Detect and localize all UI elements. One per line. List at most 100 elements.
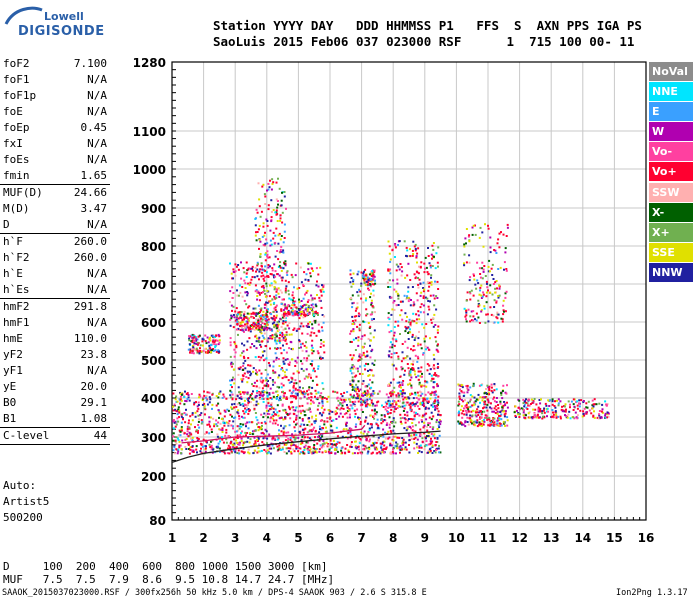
echo-point — [600, 416, 603, 419]
echo-point — [272, 419, 275, 422]
echo-point — [311, 415, 314, 418]
echo-point — [465, 413, 468, 416]
echo-point — [267, 204, 270, 207]
echo-point — [365, 394, 368, 397]
echo-point — [487, 289, 489, 292]
echo-point — [210, 334, 213, 337]
echo-point — [351, 364, 354, 366]
echo-point — [285, 443, 288, 446]
echo-point — [473, 396, 476, 399]
echo-point — [334, 390, 337, 393]
echo-point — [239, 441, 242, 444]
echo-point — [298, 317, 301, 320]
echo-point — [433, 391, 436, 393]
echo-point — [541, 412, 544, 415]
echo-point — [217, 396, 220, 399]
echo-point — [222, 393, 225, 396]
echo-point — [256, 392, 259, 394]
echo-point — [229, 337, 232, 340]
echo-point — [377, 426, 380, 429]
echo-point — [464, 425, 467, 428]
echo-point — [290, 392, 293, 395]
echo-point — [197, 438, 200, 440]
echo-point — [273, 437, 276, 440]
echo-point — [318, 431, 321, 434]
echo-point — [421, 440, 424, 443]
echo-point — [267, 308, 269, 311]
echo-point — [488, 270, 491, 273]
echo-point — [265, 238, 268, 241]
param-value: N/A — [87, 73, 107, 86]
echo-point — [474, 410, 477, 413]
echo-point — [270, 220, 273, 223]
echo-point — [488, 387, 491, 390]
echo-point — [177, 406, 180, 409]
echo-point — [335, 418, 338, 420]
echo-point — [179, 398, 182, 401]
echo-point — [434, 451, 437, 454]
echo-point — [197, 418, 200, 421]
echo-point — [344, 452, 347, 455]
echo-point — [401, 382, 404, 385]
echo-point — [371, 381, 374, 384]
echo-point — [420, 451, 423, 454]
echo-point — [526, 408, 529, 410]
echo-point — [236, 411, 239, 414]
echo-point — [384, 437, 387, 440]
echo-point — [208, 432, 211, 435]
echo-point — [381, 451, 384, 454]
echo-point — [400, 386, 402, 389]
echo-point — [274, 326, 277, 329]
echo-point — [210, 431, 213, 433]
echo-point — [237, 333, 239, 336]
echo-point — [428, 422, 431, 425]
echo-point — [186, 430, 189, 433]
echo-point — [327, 443, 330, 445]
echo-point — [423, 421, 426, 424]
echo-point — [524, 416, 527, 419]
echo-point — [420, 446, 423, 449]
echo-point — [281, 322, 284, 325]
echo-point — [303, 447, 306, 450]
echo-point — [387, 286, 390, 288]
echo-point — [411, 333, 414, 336]
echo-point — [359, 437, 362, 440]
echo-point — [299, 266, 302, 269]
echo-point — [285, 396, 288, 399]
echo-point — [322, 285, 325, 288]
echo-point — [296, 392, 299, 395]
echo-point — [465, 299, 468, 302]
echo-point — [264, 422, 267, 425]
echo-point — [337, 399, 340, 402]
echo-point — [354, 319, 357, 322]
echo-point — [468, 254, 471, 257]
echo-point — [388, 423, 391, 426]
echo-point — [356, 306, 359, 309]
echo-point — [274, 336, 277, 339]
echo-point — [256, 318, 258, 321]
echo-point — [461, 384, 464, 387]
echo-point — [433, 393, 436, 396]
echo-point — [407, 286, 410, 289]
echo-point — [276, 404, 279, 407]
echo-point — [502, 404, 505, 407]
echo-point — [305, 441, 308, 444]
echo-point — [210, 444, 213, 447]
echo-point — [228, 452, 231, 455]
echo-point — [404, 369, 406, 372]
echo-point — [504, 251, 507, 254]
echo-point — [255, 231, 257, 234]
echo-point — [460, 390, 463, 393]
echo-point — [254, 412, 257, 414]
digisonde-logo: Lowell DIGISONDE — [4, 4, 104, 48]
echo-point — [465, 404, 468, 406]
echo-point — [392, 419, 395, 422]
echo-point — [417, 367, 420, 370]
echo-point — [489, 251, 492, 254]
echo-point — [367, 278, 370, 281]
echo-point — [568, 410, 571, 413]
echo-point — [420, 391, 423, 394]
echo-point — [278, 264, 281, 267]
echo-point — [247, 436, 250, 439]
echo-point — [423, 445, 426, 448]
